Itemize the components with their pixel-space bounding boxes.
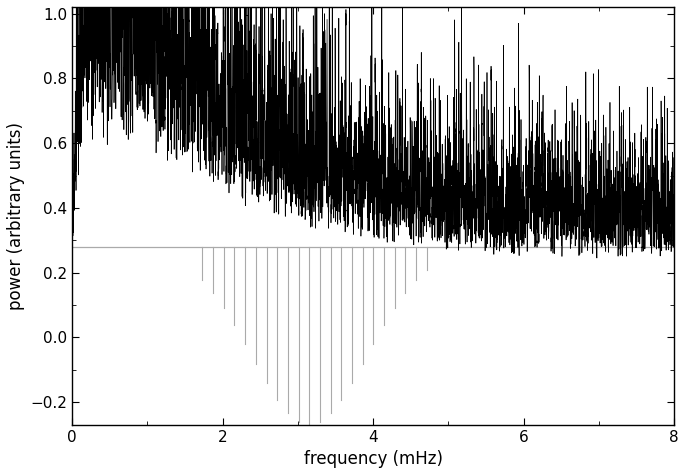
Y-axis label: power (arbitrary units): power (arbitrary units)	[7, 122, 25, 310]
X-axis label: frequency (mHz): frequency (mHz)	[304, 450, 442, 468]
